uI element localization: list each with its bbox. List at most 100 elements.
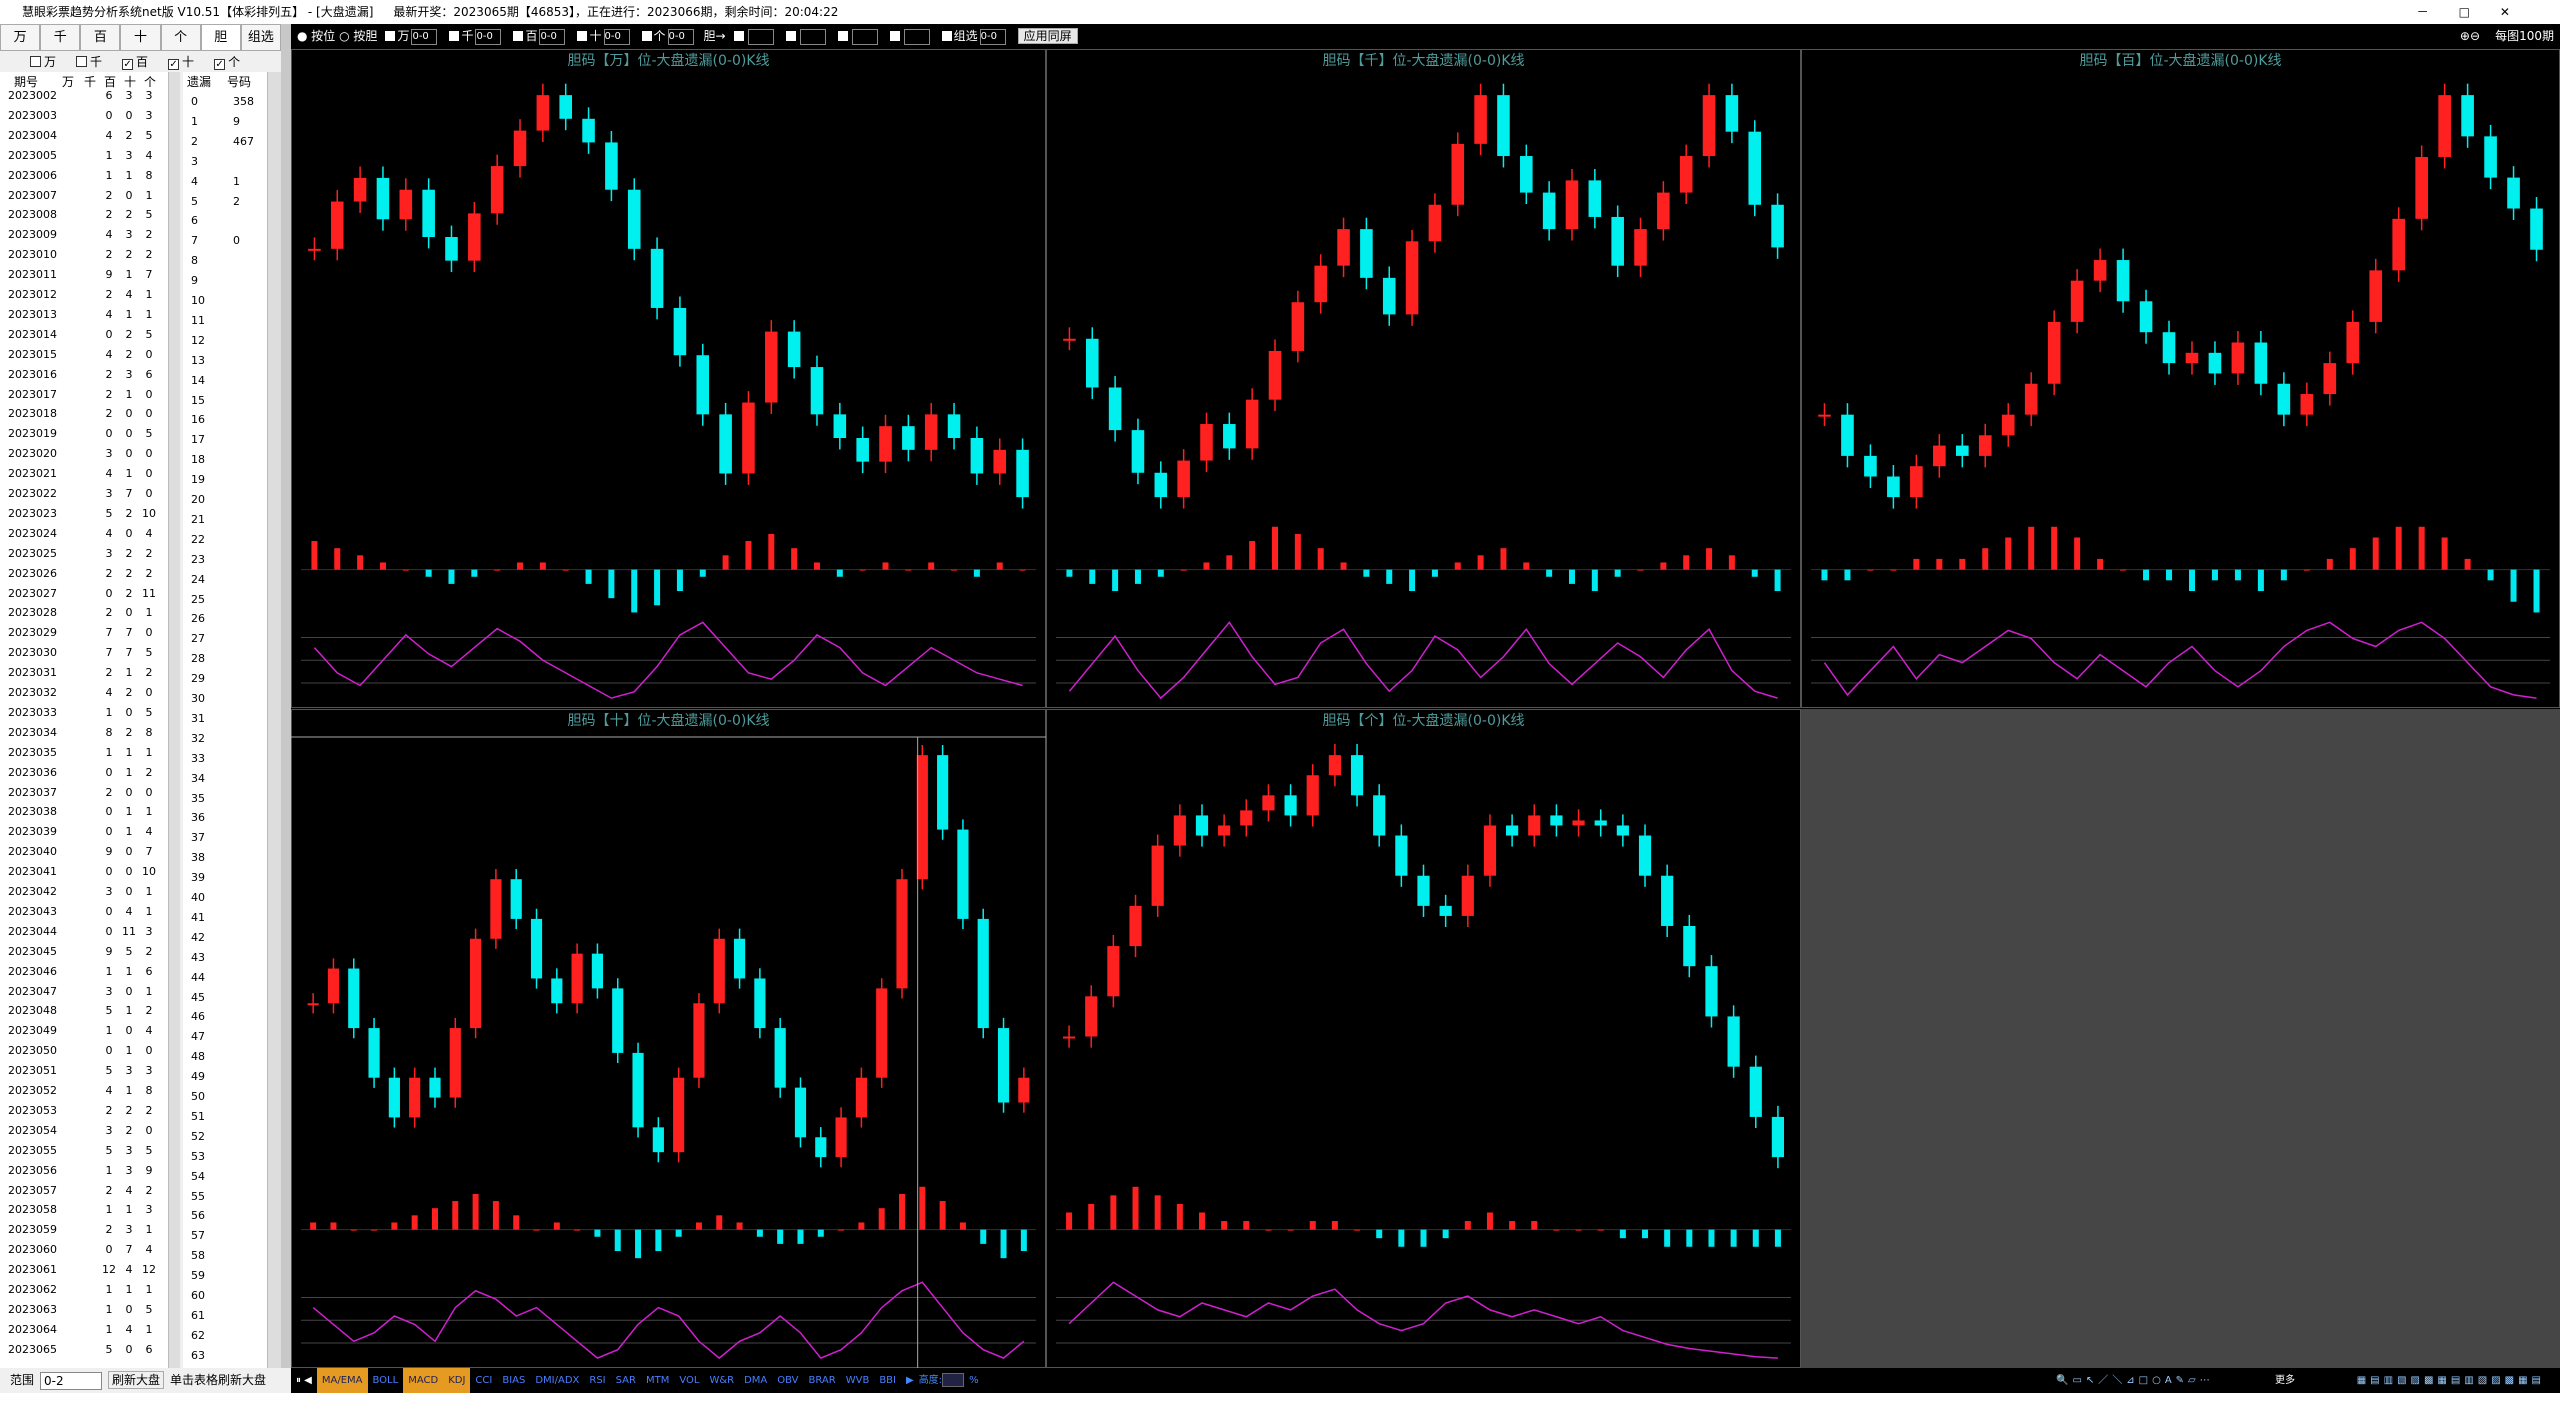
cell-period[interactable]: 2023031 xyxy=(8,666,57,680)
cell-value[interactable]: 0 xyxy=(105,1243,113,1257)
cell-value[interactable]: 1 xyxy=(105,745,113,759)
cell-value[interactable]: 2 xyxy=(145,248,153,262)
cell-value[interactable]: 2 xyxy=(145,666,153,680)
cell-value[interactable]: 2 xyxy=(105,288,113,301)
indicator-tab[interactable]: OBV xyxy=(777,1375,799,1386)
cell-period[interactable]: 2023020 xyxy=(8,447,57,461)
cell-value[interactable]: 0 xyxy=(105,327,113,341)
cell-value[interactable]: 1 xyxy=(125,1004,133,1018)
cell-period[interactable]: 2023056 xyxy=(8,1163,57,1177)
cell-value[interactable]: 3 xyxy=(145,108,153,122)
cell-value[interactable]: 1 xyxy=(125,765,133,779)
cell-value[interactable]: 2 xyxy=(145,765,153,779)
radio[interactable]: ● xyxy=(297,29,312,43)
cell-value[interactable]: 5 xyxy=(145,208,153,222)
cell-period[interactable]: 2023014 xyxy=(8,327,57,341)
cell-period[interactable]: 2023013 xyxy=(8,307,57,321)
cell-value[interactable]: 1 xyxy=(145,984,153,998)
cell-period[interactable]: 2023017 xyxy=(8,387,57,401)
scrollbar[interactable] xyxy=(168,72,180,1368)
draw-icons[interactable]: 🔍▭↖／＼⊿□○A✎▱⋯ xyxy=(2056,1375,2214,1386)
cell-value[interactable]: 3 xyxy=(125,367,133,381)
cell-value[interactable]: 4 xyxy=(125,1263,133,1277)
cell-value[interactable]: 7 xyxy=(145,845,153,859)
cell-value[interactable]: 0 xyxy=(105,805,113,819)
cell-value[interactable]: 2 xyxy=(105,248,113,262)
tab[interactable]: 个 xyxy=(160,24,201,51)
cell-value[interactable]: 9 xyxy=(145,1163,153,1177)
cell-period[interactable]: 2023037 xyxy=(8,785,57,799)
cell-value[interactable]: 1 xyxy=(105,705,113,719)
cell-value[interactable]: 8 xyxy=(105,725,113,739)
cell-period[interactable]: 2023041 xyxy=(8,865,57,879)
cell-value[interactable]: 7 xyxy=(125,1243,133,1257)
cell-value[interactable]: 4 xyxy=(105,228,113,242)
cell-value[interactable]: 7 xyxy=(125,487,133,500)
cell-period[interactable]: 2023006 xyxy=(8,168,57,182)
checkbox[interactable] xyxy=(385,31,396,41)
cell-value[interactable]: 1 xyxy=(105,1024,113,1038)
cell-value[interactable]: 2 xyxy=(125,248,133,262)
indicator-tab[interactable]: VOL xyxy=(679,1375,700,1386)
cell-value[interactable]: 3 xyxy=(125,89,133,102)
indicator-tab[interactable]: BOLL xyxy=(372,1375,399,1386)
cell-value[interactable]: 3 xyxy=(125,1064,133,1078)
cell-value[interactable]: 2 xyxy=(125,506,133,520)
cell-value[interactable]: 1 xyxy=(125,805,133,819)
range-select[interactable]: 0-2 xyxy=(40,1371,103,1390)
splitter[interactable] xyxy=(281,24,291,1368)
indicator-tab[interactable]: WVB xyxy=(845,1375,870,1386)
zoom-icons[interactable]: ⊕⊖ xyxy=(2459,29,2480,43)
cell-period[interactable]: 2023038 xyxy=(8,805,57,819)
checkbox[interactable] xyxy=(449,31,460,41)
cell-value[interactable]: 1 xyxy=(145,1322,153,1336)
cell-period[interactable]: 2023045 xyxy=(8,944,57,958)
indicator-tab[interactable]: CCI xyxy=(475,1375,493,1386)
cell-value[interactable]: 5 xyxy=(105,1064,113,1078)
select[interactable] xyxy=(799,28,826,45)
cell-value[interactable]: 0 xyxy=(125,705,133,719)
cell-value[interactable]: 2 xyxy=(105,1223,113,1237)
cell-value[interactable]: 3 xyxy=(105,447,113,461)
cell-value[interactable]: 0 xyxy=(105,586,113,600)
cell-value[interactable]: 3 xyxy=(105,546,113,560)
cell-value[interactable]: 1 xyxy=(145,288,153,301)
cell-period[interactable]: 2023030 xyxy=(8,646,57,660)
cell-value[interactable]: 10 xyxy=(142,506,156,520)
cell-value[interactable]: 8 xyxy=(145,1084,153,1097)
cell-value[interactable]: 0 xyxy=(125,785,133,799)
cell-value[interactable]: 2 xyxy=(105,367,113,381)
cell-value[interactable]: 1 xyxy=(125,1203,133,1217)
cell-value[interactable]: 2 xyxy=(105,785,113,799)
checkbox[interactable]: ✓ xyxy=(168,59,180,70)
cell-period[interactable]: 2023061 xyxy=(8,1263,57,1277)
cell-value[interactable]: 0 xyxy=(125,1302,133,1316)
tab[interactable]: 组选 xyxy=(240,24,281,51)
cell-value[interactable]: 3 xyxy=(145,1203,153,1217)
cell-value[interactable]: 4 xyxy=(145,148,153,162)
cell-value[interactable]: 7 xyxy=(145,268,153,282)
cell-value[interactable]: 2 xyxy=(105,606,113,620)
cell-value[interactable]: 0 xyxy=(145,487,153,500)
cell-value[interactable]: 2 xyxy=(105,566,113,580)
cell-period[interactable]: 2023057 xyxy=(8,1183,57,1197)
cell-value[interactable]: 1 xyxy=(125,467,133,481)
indicator-tab[interactable]: DMI/ADX xyxy=(535,1375,580,1386)
cell-value[interactable]: 1 xyxy=(105,1302,113,1316)
cell-value[interactable]: 3 xyxy=(125,1143,133,1157)
refresh-button[interactable]: 刷新大盘 xyxy=(108,1371,165,1389)
cell-value[interactable]: 1 xyxy=(145,745,153,759)
select[interactable] xyxy=(903,28,930,45)
cell-period[interactable]: 2023007 xyxy=(8,188,57,202)
cell-value[interactable]: 1 xyxy=(125,1283,133,1296)
cell-value[interactable]: 2 xyxy=(125,327,133,341)
cell-value[interactable]: 2 xyxy=(125,128,133,142)
cell-value[interactable]: 2 xyxy=(125,566,133,580)
cell-period[interactable]: 2023051 xyxy=(8,1064,57,1078)
cell-value[interactable]: 0 xyxy=(125,188,133,202)
checkbox[interactable] xyxy=(76,56,88,67)
cell-value[interactable]: 5 xyxy=(105,506,113,520)
cell-value[interactable]: 3 xyxy=(105,984,113,998)
tab[interactable]: 万 xyxy=(0,24,41,51)
checkbox[interactable] xyxy=(513,31,524,41)
